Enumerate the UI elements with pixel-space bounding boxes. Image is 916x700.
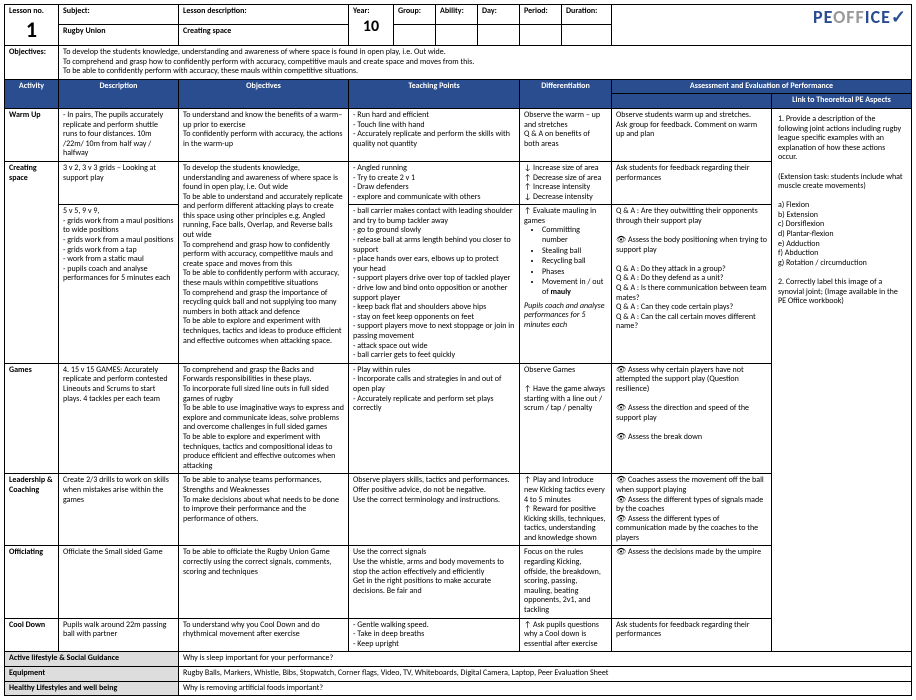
row-leadership: Leadership & Coaching [5,474,59,546]
lesson-plan-table: Lesson no. 1 Subject: Lesson description… [4,4,912,696]
col-description: Description [59,79,179,108]
lesson-desc: Creating space [179,25,349,46]
desc-label: Lesson description: [179,5,349,25]
period-label: Period: [520,5,562,25]
col-teaching: Teaching Points [349,79,520,108]
duration-label: Duration: [562,5,612,25]
year: 10 [353,17,389,36]
row-officiating: Officiating [5,546,59,618]
col-diff: Differentiation [520,79,612,108]
row-games: Games [5,363,59,474]
active-label: Active lifestyle & Social Guidance [5,652,179,667]
day-label: Day: [478,5,520,25]
col-assess: Assessment and Evaluation of Performance [612,79,912,94]
objectives-text: To develop the students knowledge, under… [59,45,912,79]
equip-label: Equipment [5,667,179,682]
group-label: Group: [394,5,436,25]
ability-label: Ability: [436,5,478,25]
health-label: Healthy Lifestyles and well being [5,681,179,696]
col-activity: Activity [5,79,59,108]
logo: PEOFFICE✓ [612,5,912,46]
row-warmup: Warm Up [5,108,59,161]
link-text: 1. Provide a description of the followin… [772,108,912,651]
subject-label: Subject: [59,5,179,25]
row-creating: Creating space [5,161,59,363]
maul-list: Committing number Stealing ball Recyclin… [524,226,607,297]
col-objectives: Objectives [179,79,349,108]
objectives-label: Objectives: [5,45,59,79]
subject: Rugby Union [59,25,179,46]
row-cooldown: Cool Down [5,618,59,652]
col-link: Link to Theoretical PE Aspects [772,94,912,109]
lesson-no: 1 [9,17,54,43]
year-label: Year: [353,7,389,17]
